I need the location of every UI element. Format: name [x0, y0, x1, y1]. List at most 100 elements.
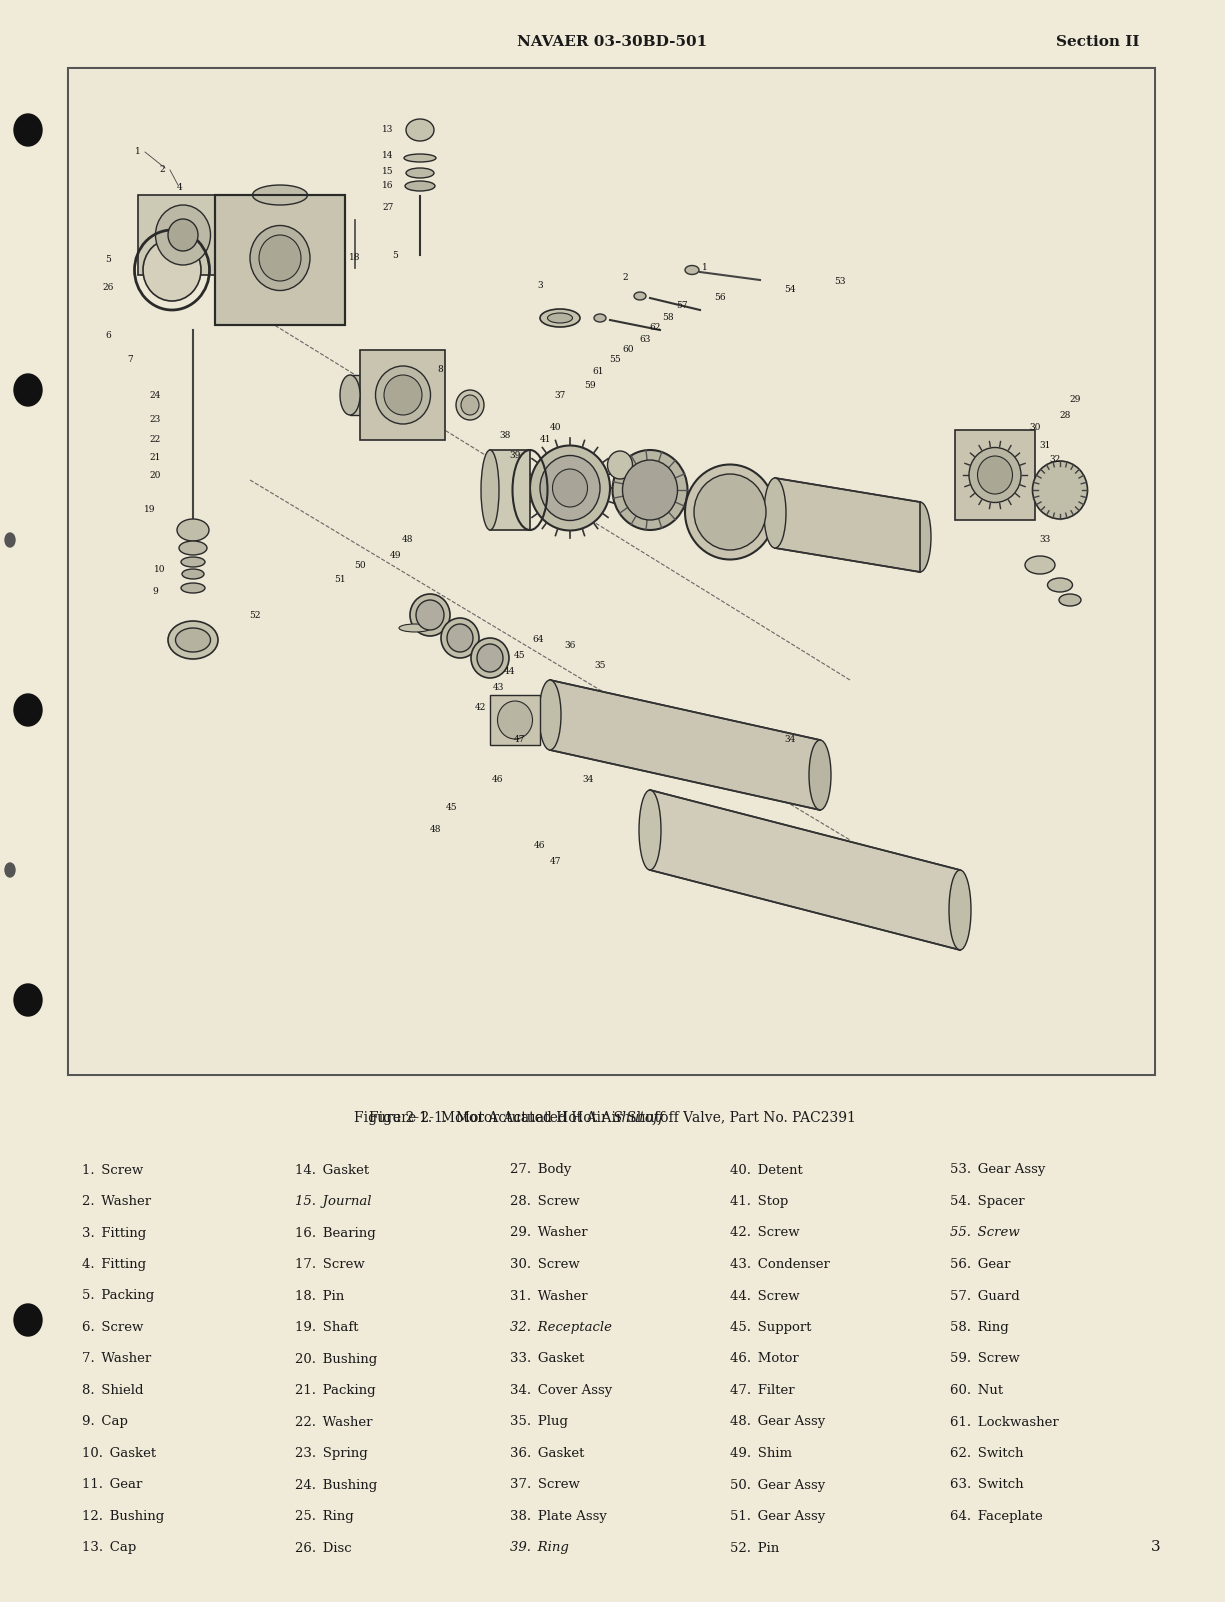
Text: 18. Pin: 18. Pin [295, 1290, 344, 1302]
Text: Shutoff: Shutoff [612, 1112, 664, 1125]
Bar [216, 195, 345, 325]
Text: 62: 62 [649, 324, 660, 333]
Text: 16: 16 [382, 181, 393, 191]
Text: 15. Journal: 15. Journal [295, 1195, 371, 1208]
Ellipse shape [441, 618, 479, 658]
Bar [69, 67, 1155, 1075]
Text: 38. Plate Assy: 38. Plate Assy [510, 1511, 606, 1524]
Text: 24. Bushing: 24. Bushing [295, 1479, 377, 1491]
Text: 46. Motor: 46. Motor [730, 1352, 799, 1365]
Ellipse shape [470, 638, 510, 678]
Text: 53. Gear Assy: 53. Gear Assy [951, 1163, 1045, 1176]
Text: 6: 6 [105, 330, 111, 340]
Text: Figure 2-1.  Motor Actuated Hot Air Shutoff Valve, Part No. PAC2391: Figure 2-1. Motor Actuated Hot Air Shuto… [369, 1112, 856, 1125]
Text: 13. Cap: 13. Cap [82, 1541, 136, 1554]
Text: 45: 45 [446, 804, 458, 812]
Text: 49: 49 [390, 551, 401, 559]
Ellipse shape [530, 445, 610, 530]
Text: 19. Shaft: 19. Shaft [295, 1322, 359, 1334]
Text: 15: 15 [382, 168, 393, 176]
Ellipse shape [1025, 556, 1055, 574]
Text: 5. Packing: 5. Packing [82, 1290, 154, 1302]
Text: 51. Gear Assy: 51. Gear Assy [730, 1511, 826, 1524]
Ellipse shape [612, 450, 687, 530]
Ellipse shape [410, 594, 450, 636]
Ellipse shape [695, 474, 766, 549]
Text: 28: 28 [1060, 410, 1071, 420]
Text: 5: 5 [105, 255, 111, 264]
Text: 56. Gear: 56. Gear [951, 1258, 1011, 1270]
Ellipse shape [497, 702, 533, 739]
Text: 51: 51 [334, 575, 345, 585]
Text: 62. Switch: 62. Switch [951, 1447, 1024, 1459]
Text: 3: 3 [538, 280, 543, 290]
Ellipse shape [175, 628, 211, 652]
Ellipse shape [143, 239, 201, 301]
Text: 28. Screw: 28. Screw [510, 1195, 579, 1208]
Text: 12. Bushing: 12. Bushing [82, 1511, 164, 1524]
Text: 29: 29 [1069, 396, 1080, 404]
Ellipse shape [156, 205, 211, 264]
Text: 35: 35 [594, 660, 605, 670]
Ellipse shape [179, 541, 207, 554]
Text: 16. Bearing: 16. Bearing [295, 1227, 376, 1240]
Text: 41: 41 [539, 436, 551, 444]
Ellipse shape [13, 694, 42, 726]
Text: 55: 55 [609, 356, 621, 365]
Ellipse shape [13, 984, 42, 1016]
Text: 2: 2 [622, 274, 628, 282]
Text: 38: 38 [500, 431, 511, 439]
Ellipse shape [978, 457, 1013, 493]
Text: 31: 31 [1039, 441, 1051, 450]
Ellipse shape [456, 389, 484, 420]
Ellipse shape [608, 452, 632, 479]
Bar [138, 195, 228, 276]
Text: 2. Washer: 2. Washer [82, 1195, 151, 1208]
Text: 57. Guard: 57. Guard [951, 1290, 1019, 1302]
Text: 52: 52 [249, 610, 261, 620]
Ellipse shape [477, 644, 503, 671]
Text: 11. Gear: 11. Gear [82, 1479, 142, 1491]
Text: 54. Spacer: 54. Spacer [951, 1195, 1024, 1208]
Ellipse shape [548, 312, 572, 324]
Text: 63: 63 [639, 335, 650, 344]
Ellipse shape [183, 569, 205, 578]
Text: 37: 37 [554, 391, 566, 399]
Ellipse shape [909, 501, 931, 572]
Text: 42: 42 [474, 703, 485, 713]
Bar [956, 429, 1035, 521]
Text: 20. Bushing: 20. Bushing [295, 1352, 377, 1365]
Ellipse shape [622, 460, 677, 521]
Text: 35. Plug: 35. Plug [510, 1416, 568, 1429]
Text: 22. Washer: 22. Washer [295, 1416, 372, 1429]
Text: 40. Detent: 40. Detent [730, 1163, 802, 1176]
Ellipse shape [417, 601, 443, 630]
Text: 46: 46 [534, 841, 546, 849]
Text: 1: 1 [135, 147, 141, 157]
Text: 41. Stop: 41. Stop [730, 1195, 788, 1208]
Text: 3. Fitting: 3. Fitting [82, 1227, 146, 1240]
Text: 7: 7 [127, 356, 132, 365]
Text: 30. Screw: 30. Screw [510, 1258, 579, 1270]
Text: 24: 24 [149, 391, 160, 399]
Ellipse shape [13, 114, 42, 146]
Text: 10. Gasket: 10. Gasket [82, 1447, 156, 1459]
Text: 1. Screw: 1. Screw [82, 1163, 143, 1176]
Text: 27. Body: 27. Body [510, 1163, 571, 1176]
Text: 39. Ring: 39. Ring [510, 1541, 568, 1554]
Text: 3: 3 [1150, 1540, 1160, 1554]
Text: Section II: Section II [1056, 35, 1139, 50]
Text: 5: 5 [392, 250, 398, 260]
Ellipse shape [1058, 594, 1080, 606]
Text: 2: 2 [159, 165, 165, 175]
Text: 36. Gasket: 36. Gasket [510, 1447, 584, 1459]
Text: 48: 48 [429, 825, 441, 835]
Text: 23: 23 [149, 415, 160, 425]
Text: 42. Screw: 42. Screw [730, 1227, 800, 1240]
Text: 4: 4 [178, 184, 183, 192]
Bar [490, 450, 530, 530]
Text: 7. Washer: 7. Washer [82, 1352, 151, 1365]
Text: 53: 53 [834, 277, 845, 287]
Text: 50. Gear Assy: 50. Gear Assy [730, 1479, 826, 1491]
Ellipse shape [808, 740, 831, 811]
